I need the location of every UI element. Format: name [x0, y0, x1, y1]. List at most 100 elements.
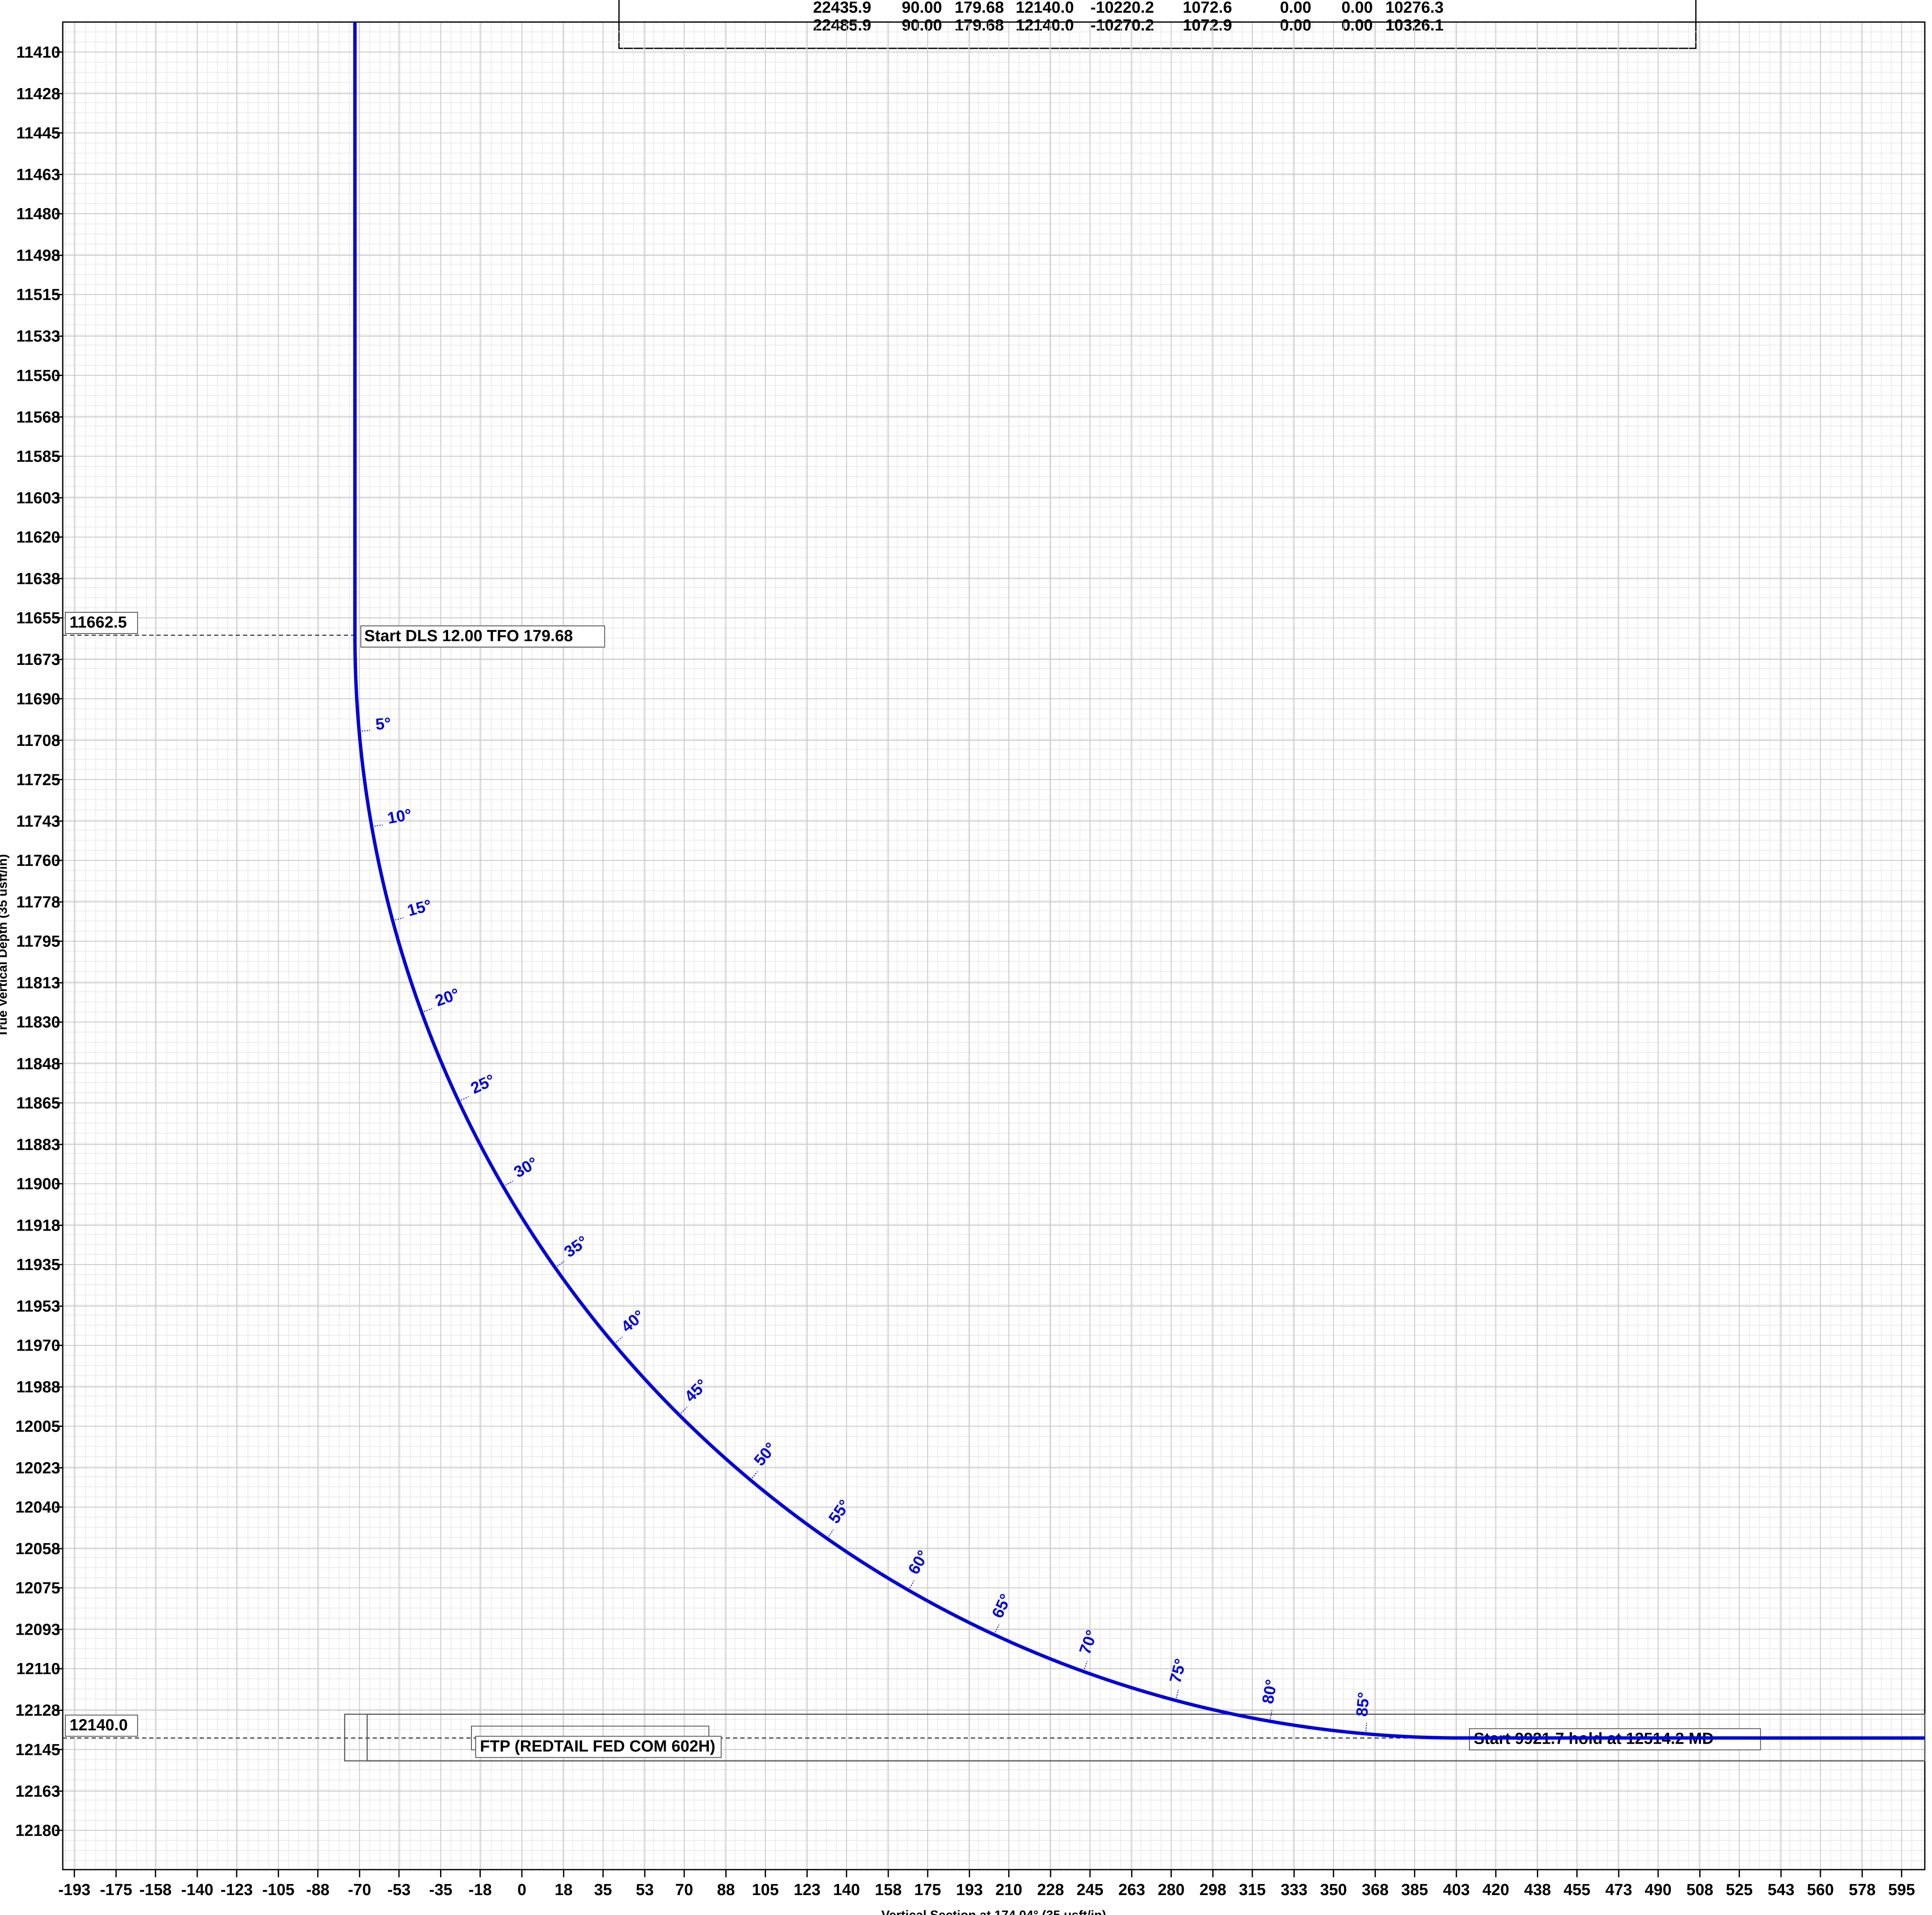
- inclination-tick: [750, 1471, 758, 1480]
- kop-tvd-label: 11662.5: [65, 611, 138, 634]
- x-tick-label: 228: [1037, 1881, 1064, 1899]
- x-tick-label: 385: [1401, 1881, 1428, 1899]
- inclination-tick: [555, 1261, 565, 1268]
- annotations: 11662.5 Start DLS 12.00 TFO 179.68 12140.0…: [63, 611, 1926, 1761]
- y-tick-label: 11743: [16, 812, 60, 830]
- survey-table: 22435.9 90.00 179.68 12140.0 -10220.2 1072.6 0…: [618, 0, 1697, 49]
- x-tick-label: 280: [1158, 1881, 1185, 1899]
- x-tick-label: 595: [1888, 1881, 1915, 1899]
- x-tick-label: -105: [262, 1881, 295, 1899]
- x-tick-label: 245: [1076, 1881, 1103, 1899]
- x-tick-label: 123: [794, 1881, 820, 1899]
- y-tick-label: 12075: [15, 1580, 60, 1597]
- y-tick-label: 11515: [16, 286, 60, 304]
- y-tick-label: 11533: [16, 328, 60, 346]
- x-axis: -193 -175 -158 -140 -123 -105 -88 -70 -53 -35 -18 0…: [58, 1870, 1915, 1899]
- y-tick-label: 11463: [16, 166, 60, 184]
- major-grid: [63, 22, 1925, 1870]
- well-path-series: [353, 22, 1925, 1740]
- landing-tvd-label: 12140.0: [65, 1714, 138, 1737]
- y-tick-label: 11445: [16, 124, 60, 142]
- survey-cell: 0.00: [1341, 17, 1373, 34]
- x-tick-label: -88: [306, 1881, 329, 1899]
- inclination-tick: [827, 1529, 834, 1539]
- inclination-tick: [994, 1624, 999, 1635]
- y-tick-label: 11708: [16, 732, 60, 750]
- survey-cell: 10276.3: [1386, 0, 1444, 17]
- ftp-label-text: FTP (REDTAIL FED COM 602H): [480, 1738, 715, 1756]
- y-tick-label: 12023: [15, 1459, 60, 1477]
- survey-cell: 179.68: [955, 0, 1004, 17]
- x-tick-label: 105: [752, 1881, 779, 1899]
- x-tick-label: -70: [348, 1881, 371, 1899]
- x-tick-label: 350: [1320, 1881, 1347, 1899]
- landing-tvd-label-box: [65, 1714, 138, 1737]
- x-tick-label: 403: [1443, 1881, 1469, 1899]
- x-tick-label: 35: [594, 1881, 612, 1899]
- x-tick-label: 473: [1605, 1881, 1632, 1899]
- y-tick-label: 11778: [16, 893, 60, 911]
- y-tick-label: 11585: [16, 448, 60, 466]
- kop-label: Start DLS 12.00 TFO 179.68: [360, 625, 605, 648]
- y-tick-label: 11550: [16, 367, 60, 385]
- inclination-tick: [392, 917, 404, 921]
- x-tick-label: 525: [1726, 1881, 1753, 1899]
- y-tick-label: 11848: [16, 1055, 60, 1073]
- x-tick-label: 210: [995, 1881, 1022, 1899]
- x-tick-label: 18: [555, 1881, 572, 1899]
- plot-area: -193 -175 -158 -140 -123 -105 -88 -70 -53 -35 -18 0…: [15, 21, 1926, 1899]
- y-tick-label: 11725: [16, 771, 60, 789]
- kop-tvd-label-box: [65, 611, 138, 634]
- y-axis: 11410 11428 11445 11463 11480 11498 11515 11533…: [15, 44, 63, 1840]
- kop-tvd-label-text: 11662.5: [70, 614, 127, 631]
- x-tick-label: -140: [181, 1881, 213, 1899]
- inclination-tick: [613, 1337, 623, 1345]
- y-tick-label: 11883: [16, 1136, 60, 1154]
- inclination-label: 80°: [1259, 1678, 1281, 1705]
- survey-cell: 179.68: [955, 17, 1004, 34]
- x-tick-label: 53: [636, 1881, 654, 1899]
- survey-cell: -10220.2: [1090, 0, 1154, 17]
- x-tick-label: 368: [1362, 1881, 1388, 1899]
- y-tick-label: 11970: [16, 1337, 60, 1355]
- inclination-label: 10°: [386, 806, 413, 827]
- x-tick-label: 438: [1524, 1881, 1551, 1899]
- x-tick-label: -53: [388, 1881, 411, 1899]
- y-tick-label: 12093: [15, 1621, 60, 1639]
- landing-tvd-label-text: 12140.0: [70, 1717, 128, 1734]
- y-tick-label: 12005: [15, 1418, 60, 1435]
- inclination-tick: [359, 730, 371, 732]
- x-tick-label: 560: [1807, 1881, 1834, 1899]
- inclination-tick: [679, 1407, 688, 1415]
- y-tick-label: 11935: [16, 1256, 60, 1274]
- inclination-tick: [1269, 1710, 1272, 1722]
- y-tick-label: 11428: [16, 85, 60, 103]
- y-tick-label: 11795: [16, 933, 60, 951]
- x-tick-label: 298: [1199, 1881, 1226, 1899]
- ftp-label-box: [475, 1736, 722, 1758]
- y-tick-label: 11830: [16, 1013, 60, 1031]
- x-tick-label: 0: [517, 1881, 526, 1899]
- y-tick-label: 11568: [16, 408, 60, 426]
- x-tick-label: 158: [875, 1881, 901, 1899]
- inclination-tick: [1175, 1689, 1179, 1701]
- x-tick-label: 333: [1281, 1881, 1308, 1899]
- y-tick-label: 11410: [16, 44, 60, 61]
- survey-cell: 0.00: [1280, 17, 1311, 34]
- y-tick-label: 11673: [16, 651, 60, 669]
- survey-cell: 1072.9: [1183, 17, 1232, 34]
- x-tick-label: 543: [1768, 1881, 1794, 1899]
- y-tick-label: 12180: [15, 1822, 60, 1840]
- y-tick-label: 11813: [16, 974, 60, 992]
- y-tick-label: 12163: [15, 1783, 60, 1801]
- ftp-label: FTP (REDTAIL FED COM 602H): [475, 1736, 722, 1758]
- y-tick-label: 11953: [16, 1298, 60, 1315]
- survey-cell: 22435.9: [813, 0, 871, 17]
- survey-cell: 90.00: [902, 0, 942, 17]
- y-tick-label: 11498: [16, 247, 60, 265]
- y-tick-label: 12128: [15, 1702, 60, 1720]
- x-tick-label: 263: [1118, 1881, 1145, 1899]
- y-tick-label: 11638: [16, 570, 60, 588]
- x-tick-label: 578: [1849, 1881, 1876, 1899]
